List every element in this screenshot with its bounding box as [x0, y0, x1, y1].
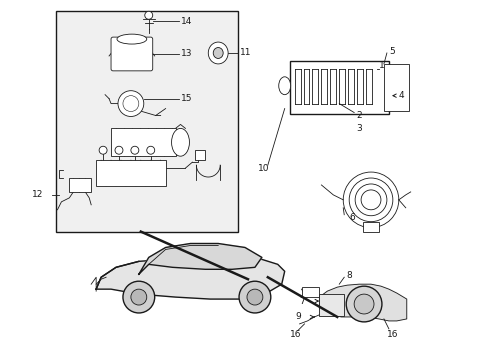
Polygon shape — [139, 243, 262, 274]
Circle shape — [123, 281, 155, 313]
Circle shape — [346, 286, 382, 322]
Circle shape — [145, 11, 153, 19]
Ellipse shape — [213, 48, 223, 58]
Bar — [111, 129, 175, 156]
Circle shape — [115, 146, 123, 154]
Bar — [301, 287, 319, 297]
Circle shape — [247, 289, 263, 305]
Text: 9: 9 — [296, 312, 301, 321]
Text: 5: 5 — [389, 46, 394, 55]
Circle shape — [354, 294, 374, 314]
Circle shape — [99, 146, 107, 154]
Bar — [56, 11, 238, 231]
Polygon shape — [319, 284, 407, 321]
Text: 12: 12 — [32, 190, 43, 199]
Text: 13: 13 — [180, 49, 192, 58]
Text: 14: 14 — [180, 17, 192, 26]
Text: 8: 8 — [346, 271, 352, 280]
Circle shape — [131, 146, 139, 154]
Bar — [319, 294, 344, 316]
Bar — [290, 61, 389, 113]
Text: 11: 11 — [240, 49, 251, 58]
Bar — [196, 150, 205, 160]
Circle shape — [147, 146, 155, 154]
Bar — [384, 64, 409, 111]
Ellipse shape — [172, 129, 190, 156]
Circle shape — [123, 96, 139, 112]
Text: 2: 2 — [356, 111, 362, 120]
Ellipse shape — [279, 77, 291, 95]
Polygon shape — [96, 257, 285, 299]
Circle shape — [131, 289, 147, 305]
Text: 7: 7 — [299, 297, 305, 306]
Text: 3: 3 — [356, 124, 362, 133]
Bar — [96, 160, 166, 186]
Text: 6: 6 — [349, 213, 355, 222]
Text: 4: 4 — [399, 91, 404, 100]
Bar — [363, 222, 379, 231]
Bar — [70, 178, 91, 192]
Text: 15: 15 — [180, 94, 192, 103]
Ellipse shape — [208, 42, 228, 64]
FancyBboxPatch shape — [111, 37, 153, 71]
Ellipse shape — [117, 34, 147, 44]
Text: 10: 10 — [258, 163, 270, 172]
Circle shape — [239, 281, 271, 313]
Text: 16: 16 — [387, 330, 398, 339]
Text: 1: 1 — [379, 62, 385, 71]
Circle shape — [118, 91, 144, 117]
Text: 16: 16 — [290, 330, 301, 339]
